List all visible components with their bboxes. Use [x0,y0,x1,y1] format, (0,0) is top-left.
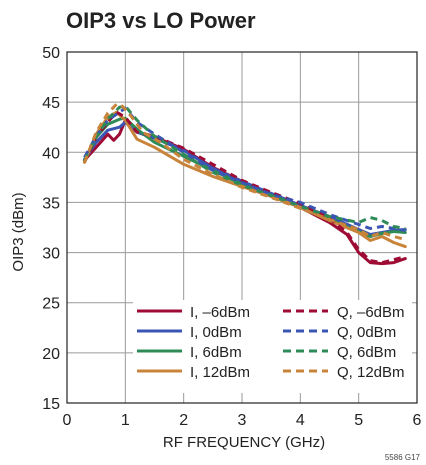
y-tick-label: 25 [42,296,60,313]
series-line-4 [83,110,406,265]
figure-code: 5586 G17 [385,453,421,462]
x-tick-label: 2 [179,412,188,429]
legend-label: Q, –6dBm [337,304,405,321]
y-tick-label: 30 [42,246,60,263]
series-lines [83,102,407,266]
y-axis-label: OIP3 (dBm) [10,192,27,271]
series-line-6 [83,104,406,230]
legend-label: I, 6dBm [190,344,242,361]
legend-label: I, 0dBm [190,324,242,341]
plot-frame [66,51,418,404]
legend: I, –6dBm I, 0dBm I, 6dBm I, 12dBm Q, –6dBm Q,… [133,300,412,393]
series-line-0 [83,118,407,266]
y-tick-label: 40 [42,145,60,162]
x-tick-label: 4 [296,412,305,429]
x-axis-label: RF FREQUENCY (GHz) [163,434,325,451]
x-tick-label: 5 [354,412,363,429]
y-tick-label: 35 [42,195,60,212]
legend-label: Q, 12dBm [337,364,405,381]
x-tick-label: 6 [413,412,422,429]
x-tick-label: 1 [121,412,130,429]
series-line-1 [83,120,407,236]
chart-title: OIP3 vs LO Power [66,8,256,33]
legend-label: Q, 0dBm [337,324,396,341]
x-tick-label: 3 [238,412,247,429]
series-line-3 [83,110,407,249]
legend-background [133,300,412,393]
y-tick-label: 50 [42,45,60,62]
y-tick-label: 45 [42,95,60,112]
y-tick-label: 15 [42,396,60,413]
plot-area-border [66,51,418,404]
legend-label: I, –6dBm [190,304,250,321]
y-tick-label: 20 [42,346,60,363]
series-line-2 [83,116,407,238]
x-tick-label: 0 [63,412,72,429]
legend-label: I, 12dBm [190,364,250,381]
legend-label: Q, 6dBm [337,344,396,361]
